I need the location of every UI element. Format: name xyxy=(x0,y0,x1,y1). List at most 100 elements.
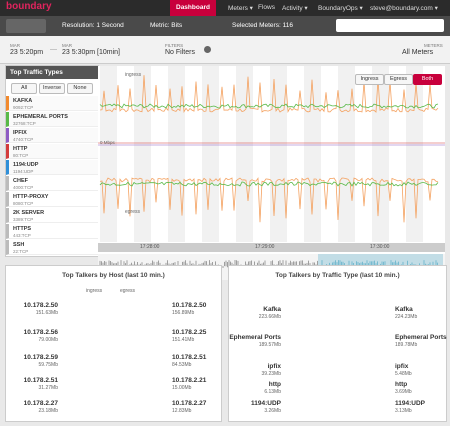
left-value: 23.18Mb xyxy=(38,408,58,414)
left-value: 151.63Mb xyxy=(35,310,58,316)
sidebar-header xyxy=(6,66,98,79)
type-port: 32768:TCP xyxy=(13,120,36,126)
traffic-type-item[interactable]: SSH 22:TCP xyxy=(6,240,98,255)
type-port: 8080:TCP xyxy=(13,200,34,206)
icon-box xyxy=(6,19,46,33)
nav-bar: boundary xyxy=(0,0,450,16)
right-value: 3.13Mb xyxy=(395,408,412,414)
types-panel: Top Talkers by Traffic Type (last 10 min… xyxy=(228,265,447,422)
nav-tab[interactable]: steve@boundary.com ▾ xyxy=(370,5,438,12)
filter-button[interactable]: None xyxy=(67,83,93,94)
type-port: 1194:UDP xyxy=(13,168,34,174)
nav-tab[interactable]: Activity ▾ xyxy=(282,5,308,12)
filter-button[interactable]: Inverse xyxy=(39,83,65,94)
nav-tab[interactable]: Dashboard xyxy=(170,0,216,16)
direction-button[interactable]: Ingress xyxy=(355,74,384,85)
stripe xyxy=(202,66,219,242)
right-label: Kafka xyxy=(395,306,413,313)
ingress-label: ingress xyxy=(86,288,103,294)
traffic-line xyxy=(99,75,439,113)
panel-title: Top Talkers by Traffic Type (last 10 min… xyxy=(275,272,400,279)
traffic-line xyxy=(99,181,439,187)
right-label: http xyxy=(395,381,408,388)
traffic-type-item[interactable]: HTTPS 443:TCP xyxy=(6,224,98,239)
right-value: 84.53Mb xyxy=(172,362,192,368)
time-row xyxy=(0,36,450,64)
traffic-type-item[interactable]: HTTP 80:TCP xyxy=(6,144,98,159)
time-axis xyxy=(98,243,445,252)
right-value: 5.48Mb xyxy=(395,371,412,377)
dash: — xyxy=(50,46,57,53)
hosts-panel: Top Talkers by Host (last 10 min.) ingre… xyxy=(5,265,222,422)
direction-button[interactable]: Both xyxy=(413,74,442,85)
traffic-type-item[interactable]: KAFKA 9092:TCP xyxy=(6,96,98,111)
resolution-select[interactable]: Resolution: 1 Second xyxy=(62,22,124,29)
left-label: 10.178.2.50 xyxy=(23,302,58,309)
type-port: 4740:TCP xyxy=(13,136,34,142)
left-value: 31.27Mb xyxy=(38,385,58,391)
right-value: 15.00Mb xyxy=(172,385,192,391)
type-port: 80:TCP xyxy=(13,152,29,158)
stripe xyxy=(270,66,287,242)
stripe xyxy=(406,66,423,242)
left-value: 39.23Mb xyxy=(261,371,281,377)
stripe xyxy=(100,66,117,242)
type-name: 2K SERVER xyxy=(13,210,45,216)
ingress-label: ingress xyxy=(125,72,142,78)
to-time[interactable]: 23 5:30pm [10min] xyxy=(62,49,120,56)
traffic-type-item[interactable]: 2K SERVER 3389:TCP xyxy=(6,208,98,223)
from-month: MAR xyxy=(10,43,20,48)
left-value: 223.66Mb xyxy=(258,314,281,320)
sidebar-title: Top Traffic Types xyxy=(10,69,63,76)
left-value: 79.00Mb xyxy=(38,337,58,343)
sidebar: Top Traffic Types All Inverse None KAFKA 909… xyxy=(5,65,99,257)
type-name: CHEF xyxy=(13,178,28,184)
left-label: 10.178.2.59 xyxy=(23,354,58,361)
to-month: MAR xyxy=(62,43,72,48)
right-value: 12.83Mb xyxy=(172,408,192,414)
right-label: 10.178.2.50 xyxy=(172,302,207,309)
traffic-type-item[interactable]: CHEF 4000:TCP xyxy=(6,176,98,191)
time-label: 17:30:00 xyxy=(370,244,390,250)
traffic-type-item[interactable]: HTTP-PROXY 8080:TCP xyxy=(6,192,98,207)
stripe xyxy=(338,66,355,242)
type-port: 9092:TCP xyxy=(13,104,34,110)
filter-clear[interactable] xyxy=(204,46,211,53)
traffic-type-item[interactable]: 1194:UDP 1194:UDP xyxy=(6,160,98,175)
type-port: 3389:TCP xyxy=(13,216,34,222)
search-box[interactable] xyxy=(336,19,444,32)
stripe xyxy=(236,66,253,242)
nav-tab[interactable]: BoundaryOps ▾ xyxy=(318,5,363,12)
left-value: 6.13Mb xyxy=(264,389,281,395)
filters-value[interactable]: No Filters xyxy=(165,49,195,56)
logo[interactable]: boundary xyxy=(6,1,52,12)
right-label: ipfix xyxy=(395,363,409,370)
right-label: Ephemeral Ports xyxy=(395,334,447,341)
traffic-line xyxy=(99,103,439,109)
panel-title: Top Talkers by Host (last 10 min.) xyxy=(62,272,165,279)
traffic-type-item[interactable]: EPHEMERAL PORTS 32768:TCP xyxy=(6,112,98,127)
nav-tab[interactable]: Flows xyxy=(258,4,275,11)
metric-select[interactable]: Metric: Bits xyxy=(150,22,183,29)
right-label: 10.178.2.21 xyxy=(172,377,207,384)
type-name: HTTP-PROXY xyxy=(13,194,49,200)
right-label: 1194:UDP xyxy=(395,400,425,407)
meters-select[interactable]: Selected Meters: 116 xyxy=(232,22,293,29)
meters-value[interactable]: All Meters xyxy=(402,49,434,56)
type-port: 22:TCP xyxy=(13,248,29,254)
left-value: 3.26Mb xyxy=(264,408,281,414)
right-value: 189.78Mb xyxy=(395,342,418,348)
zero-label: 0 Mbps xyxy=(100,140,115,145)
type-name: KAFKA xyxy=(13,98,33,104)
left-label: ipfix xyxy=(267,363,281,370)
filter-button[interactable]: All xyxy=(11,83,37,94)
right-value: 156.89Mb xyxy=(172,310,195,316)
egress-label: egress xyxy=(125,209,141,215)
type-port: 4000:TCP xyxy=(13,184,34,190)
from-time[interactable]: 23 5:20pm xyxy=(10,49,44,56)
direction-button[interactable]: Egress xyxy=(384,74,413,85)
type-port: 443:TCP xyxy=(13,232,31,238)
meters-label: METERS xyxy=(424,43,443,48)
traffic-type-item[interactable]: IPFIX 4740:TCP xyxy=(6,128,98,143)
nav-tab[interactable]: Meters ▾ xyxy=(228,5,253,12)
